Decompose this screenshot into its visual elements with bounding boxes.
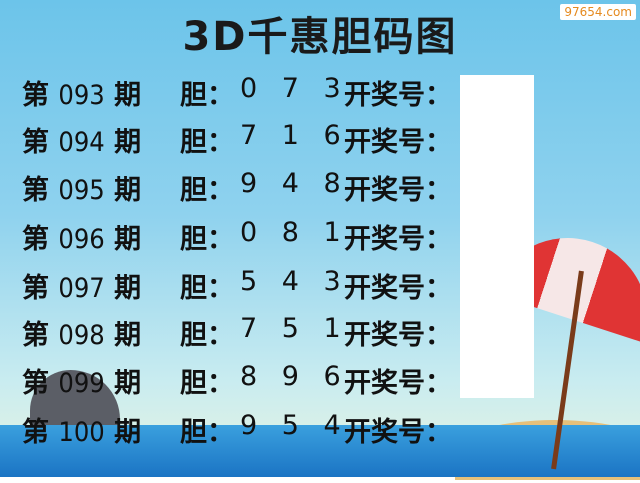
issue-label: 第 097 期 [22,273,142,304]
issue-label: 第 093 期 [22,80,142,111]
issue-label: 第 100 期 [22,417,142,448]
draw-result-label: 开奖号： [344,80,452,111]
issue-label: 第 098 期 [22,320,142,351]
dan-label: 胆： [180,417,234,448]
draw-result-label: 开奖号： [344,175,452,206]
draw-result-label: 开奖号： [344,127,452,158]
dan-label: 胆： [180,127,234,158]
draw-result-label: 开奖号： [344,224,452,255]
dan-label: 胆： [180,320,234,351]
page-title: 3D千惠胆码图 [182,14,458,60]
dan-digits: 5 4 3 [240,266,349,297]
sea-illustration [0,425,640,477]
dan-digits: 9 4 8 [240,168,349,199]
issue-label: 第 094 期 [22,127,142,158]
draw-result-label: 开奖号： [344,273,452,304]
dan-label: 胆： [180,224,234,255]
draw-result-label: 开奖号： [344,368,452,399]
draw-result-label: 开奖号： [344,320,452,351]
draw-result-label: 开奖号： [344,417,452,448]
issue-label: 第 096 期 [22,224,142,255]
dan-digits: 9 5 4 [240,410,349,441]
watermark: 97654.com [560,4,636,20]
issue-label: 第 099 期 [22,368,142,399]
dan-digits: 7 5 1 [240,313,349,344]
dan-digits: 7 1 6 [240,120,349,151]
dan-label: 胆： [180,368,234,399]
dan-digits: 0 7 3 [240,73,349,104]
issue-label: 第 095 期 [22,175,142,206]
dan-label: 胆： [180,80,234,111]
dan-digits: 8 9 6 [240,361,349,392]
dan-label: 胆： [180,273,234,304]
dan-label: 胆： [180,175,234,206]
dan-digits: 0 8 1 [240,217,349,248]
result-blank-box [460,75,534,398]
